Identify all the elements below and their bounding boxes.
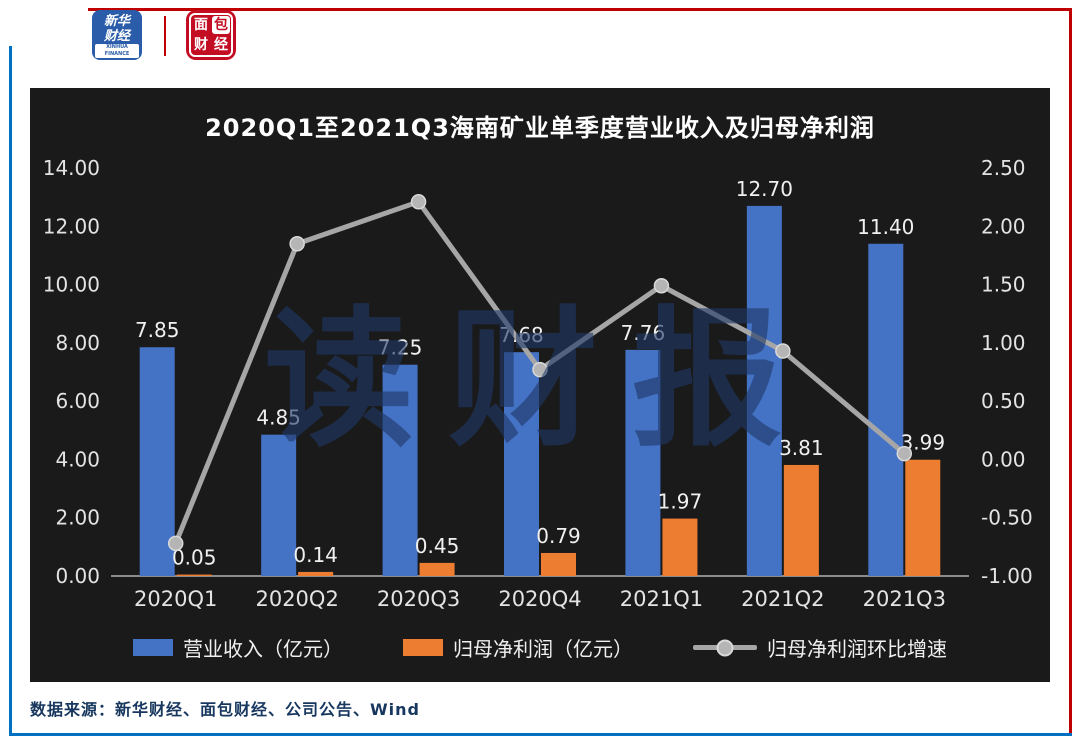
logo-separator bbox=[164, 16, 166, 56]
legend-line-marker bbox=[716, 639, 734, 656]
legend-bar-swatch bbox=[133, 639, 173, 656]
frame-right-line bbox=[1069, 8, 1072, 736]
right-axis-tick-label: 2.00 bbox=[981, 214, 1026, 238]
xinhua-logo-line1: 新华 bbox=[103, 14, 130, 29]
growth-line-marker bbox=[775, 343, 791, 359]
revenue-bar bbox=[625, 349, 661, 576]
x-axis-label: 2021Q1 bbox=[620, 587, 703, 611]
growth-line-marker bbox=[167, 535, 184, 552]
chart-title: 2020Q1至2021Q3海南矿业单季度营业收入及归母净利润 bbox=[205, 114, 875, 142]
left-axis-tick-label: 0.00 bbox=[55, 564, 100, 588]
right-axis-tick-label: -1.00 bbox=[981, 564, 1033, 588]
profit-bar bbox=[541, 552, 576, 576]
growth-line-marker bbox=[532, 361, 548, 378]
growth-line-marker bbox=[896, 445, 913, 462]
xinhua-logo-subtext: XINHUA FINANCE bbox=[95, 44, 139, 58]
x-axis-label: 2020Q1 bbox=[134, 587, 217, 611]
chart-panel: 14.00 12.00 10.00 8.00 6.00 4.00 2.00 0.00 2.50 2… bbox=[30, 88, 1050, 682]
legend-label: 归母净利润环比增速 bbox=[767, 637, 947, 661]
legend-line-swatch bbox=[693, 639, 757, 656]
growth-line-marker bbox=[410, 194, 427, 210]
profit-bar-label: 1.97 bbox=[658, 490, 703, 514]
chart-legend: 营业收入（亿元） 归母净利润（亿元） 归母净利润环比增速 bbox=[30, 633, 1050, 662]
x-axis-label: 2020Q3 bbox=[377, 587, 460, 611]
profit-bar-label: 3.81 bbox=[779, 436, 824, 460]
x-axis-label: 2021Q2 bbox=[741, 587, 824, 611]
profit-bar-label: 0.45 bbox=[415, 534, 460, 558]
xinhua-finance-logo: 新华 财经 XINHUA FINANCE bbox=[92, 10, 142, 60]
left-axis-tick-label: 4.00 bbox=[55, 447, 100, 471]
left-axis-tick-label: 14.00 bbox=[43, 156, 100, 180]
bread-logo-char-3: 财 bbox=[194, 37, 208, 53]
profit-bar bbox=[419, 562, 455, 576]
revenue-bar bbox=[139, 347, 175, 576]
bread-logo-char-2: 包 bbox=[212, 16, 230, 34]
frame-bottom-line bbox=[9, 733, 1072, 736]
legend-bar-swatch bbox=[403, 639, 443, 656]
profit-bar bbox=[662, 518, 698, 576]
revenue-bar-label: 7.76 bbox=[621, 321, 666, 345]
frame-top-line bbox=[88, 8, 1072, 11]
left-axis-tick-label: 8.00 bbox=[55, 331, 100, 355]
revenue-bar-label: 4.85 bbox=[256, 406, 301, 430]
bread-finance-logo: 面 包 财 经 bbox=[186, 10, 236, 60]
left-axis-tick-label: 6.00 bbox=[55, 389, 100, 413]
legend-item-2: 归母净利润（亿元） bbox=[403, 633, 633, 662]
revenue-bar bbox=[382, 364, 418, 576]
legend-label: 营业收入（亿元） bbox=[183, 637, 343, 661]
right-axis-tick-label: 1.50 bbox=[981, 273, 1026, 297]
chart-canvas: 14.00 12.00 10.00 8.00 6.00 4.00 2.00 0.00 2.50 2… bbox=[43, 156, 1033, 611]
legend-label: 归母净利润（亿元） bbox=[453, 637, 633, 661]
revenue-bar bbox=[504, 352, 539, 576]
growth-line-marker bbox=[289, 236, 305, 252]
revenue-bar bbox=[868, 243, 904, 576]
bread-logo-char-1: 面 bbox=[194, 17, 208, 33]
revenue-bar bbox=[746, 205, 782, 576]
revenue-bar-label: 7.85 bbox=[135, 318, 180, 342]
right-axis-tick-label: -0.50 bbox=[981, 506, 1033, 530]
legend-item-1: 营业收入（亿元） bbox=[133, 633, 343, 662]
profit-bar-label: 0.14 bbox=[293, 543, 338, 567]
data-source: 数据来源：新华财经、面包财经、公司公告、Wind bbox=[30, 700, 420, 719]
bread-logo-char-4: 经 bbox=[214, 37, 228, 53]
x-axis-label: 2020Q4 bbox=[498, 587, 581, 611]
xinhua-logo-line2: 财经 bbox=[103, 28, 130, 44]
x-axis-label: 2020Q2 bbox=[255, 587, 338, 611]
profit-bar-label: 0.79 bbox=[536, 524, 581, 548]
revenue-bar bbox=[261, 434, 297, 576]
legend-item-3: 归母净利润环比增速 bbox=[693, 633, 947, 662]
profit-bar bbox=[905, 459, 941, 576]
right-axis-tick-label: 1.00 bbox=[981, 331, 1026, 355]
growth-line-marker bbox=[653, 277, 670, 294]
bread-logo-grid: 面 包 财 经 bbox=[189, 13, 233, 57]
left-axis-tick-label: 12.00 bbox=[43, 214, 100, 238]
left-axis-tick-label: 10.00 bbox=[43, 273, 100, 297]
revenue-bar-label: 7.25 bbox=[378, 336, 423, 360]
revenue-bar-label: 11.40 bbox=[857, 215, 914, 239]
x-axis-label: 2021Q3 bbox=[863, 587, 946, 611]
left-axis-tick-label: 2.00 bbox=[55, 506, 100, 530]
right-axis-tick-label: 2.50 bbox=[981, 156, 1026, 180]
right-axis-tick-label: 0.00 bbox=[981, 447, 1026, 471]
right-axis-tick-label: 0.50 bbox=[981, 389, 1026, 413]
profit-bar bbox=[783, 464, 819, 576]
xinhua-logo-text: 新华 财经 bbox=[92, 10, 142, 45]
profit-bar bbox=[298, 571, 334, 576]
profit-bar bbox=[176, 574, 212, 576]
frame-left-line bbox=[9, 46, 12, 736]
revenue-bar-label: 12.70 bbox=[736, 177, 793, 201]
